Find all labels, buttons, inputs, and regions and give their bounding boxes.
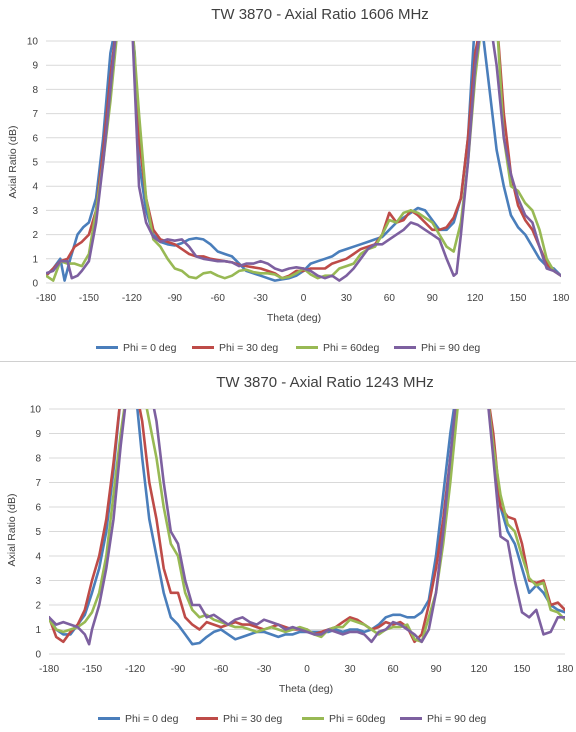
y-tick-label: 10 [27,37,39,48]
x-tick-label: 150 [514,664,531,675]
y-tick-label: 3 [32,206,38,217]
y-tick-label: 3 [35,576,41,587]
y-tick-label: 4 [35,552,41,563]
x-tick-label: 0 [304,664,310,675]
y-tick-label: 5 [35,527,41,538]
x-tick-label: 60 [384,293,396,304]
x-tick-label: -90 [168,293,183,304]
x-axis-label: Theta (deg) [267,312,321,324]
x-tick-label: -150 [82,664,102,675]
panel-divider [0,361,576,362]
x-tick-label: -120 [122,293,142,304]
y-axis-label: Axial Ratio (dB) [6,494,18,567]
x-axis-label: Theta (deg) [279,683,333,695]
y-tick-label: 2 [35,601,41,612]
y-tick-label: 2 [32,230,38,241]
x-tick-label: 30 [344,664,356,675]
x-tick-label: -120 [125,664,145,675]
legend-label: Phi = 30 deg [223,713,282,725]
legend-label: Phi = 30 deg [219,342,278,354]
y-tick-label: 0 [35,650,41,661]
y-axis-label: Axial Ratio (dB) [7,126,19,199]
x-tick-label: 150 [510,293,527,304]
x-tick-label: 90 [430,664,442,675]
y-tick-label: 8 [35,454,41,465]
x-tick-label: 120 [471,664,488,675]
y-tick-label: 8 [32,85,38,96]
y-tick-label: 6 [35,503,41,514]
legend-label: Phi = 0 deg [123,342,177,354]
axial-ratio-chart-1606: TW 3870 - Axial Ratio 1606 MHz 0 1 2 3 4 5 6 7 8… [7,6,570,354]
series-line-phi90 [46,41,561,282]
x-tick-label: -60 [214,664,229,675]
legend-label: Phi = 90 deg [427,713,486,725]
chart-title: TW 3870 - Axial Ratio 1243 MHz [216,374,434,391]
x-tick-label: 120 [467,293,484,304]
y-tick-label: 4 [32,182,38,193]
y-tick-label: 7 [32,109,38,120]
legend-label: Phi = 0 deg [125,713,179,725]
series-line-phi60 [46,41,561,282]
y-tick-label: 10 [30,405,42,416]
series-line-phi30 [46,41,561,280]
chart-title: TW 3870 - Axial Ratio 1606 MHz [211,6,429,23]
x-tick-label: 180 [553,293,570,304]
legend: Phi = 0 deg Phi = 30 deg Phi = 60deg Phi = … [96,342,480,354]
legend-label: Phi = 60deg [329,713,386,725]
series-line-phi0 [46,41,561,282]
y-tick-label: 9 [32,61,38,72]
x-tick-label: 90 [427,293,439,304]
chart-panel-1606: TW 3870 - Axial Ratio 1606 MHz 0 1 2 3 4 5 6 7 8… [0,0,576,360]
x-tick-label: -60 [210,293,225,304]
x-tick-label: -30 [253,293,268,304]
y-tick-label: 1 [35,625,41,636]
y-tick-label: 6 [32,133,38,144]
y-tick-label: 9 [35,429,41,440]
x-tick-label: -90 [171,664,186,675]
legend: Phi = 0 deg Phi = 30 deg Phi = 60deg Phi = … [98,713,486,725]
x-tick-label: 180 [557,664,574,675]
x-tick-label: 60 [387,664,399,675]
x-tick-label: 0 [301,293,307,304]
y-tick-label: 0 [32,279,38,290]
legend-label: Phi = 90 deg [421,342,480,354]
x-tick-label: 30 [341,293,353,304]
series-line-phi60 [49,409,565,644]
x-tick-label: -180 [39,664,59,675]
x-tick-label: -30 [257,664,272,675]
y-tick-label: 7 [35,478,41,489]
series-line-phi30 [49,409,565,644]
y-tick-label: 1 [32,254,38,265]
y-tick-label: 5 [32,158,38,169]
axial-ratio-chart-1243: TW 3870 - Axial Ratio 1243 MHz 0 1 2 3 4 5 6 7 8… [6,374,574,725]
legend-label: Phi = 60deg [323,342,380,354]
series-line-phi90 [49,409,565,646]
x-tick-label: -150 [79,293,99,304]
chart-panel-1243: TW 3870 - Axial Ratio 1243 MHz 0 1 2 3 4 5 6 7 8… [0,366,576,732]
x-tick-label: -180 [36,293,56,304]
